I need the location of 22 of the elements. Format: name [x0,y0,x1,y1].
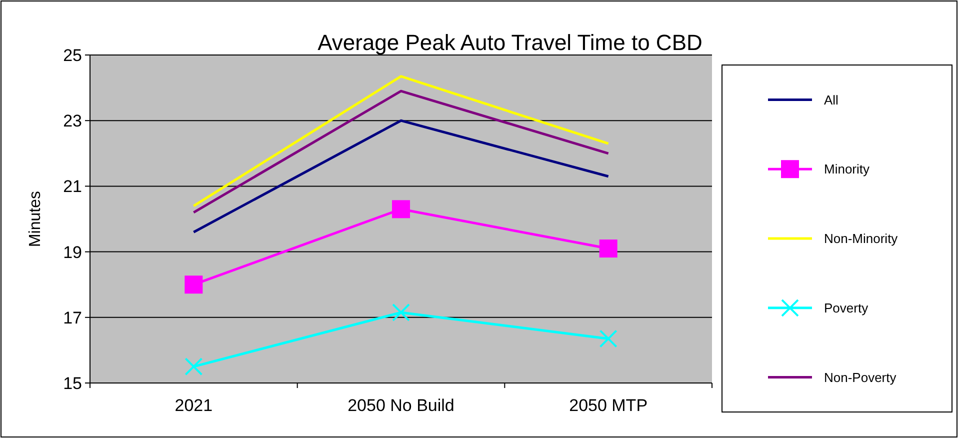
y-tick-label: 23 [63,112,82,131]
legend-label: Non-Minority [824,231,898,246]
y-tick-label: 21 [63,177,82,196]
point [184,358,203,376]
y-axis-title: Minutes [27,190,44,248]
point [599,240,618,258]
legend-label: All [824,92,839,108]
point [184,276,203,294]
x-tick-label: 2021 [174,396,213,415]
y-tick-label: 19 [63,242,82,262]
y-tick-label: 15 [63,374,82,393]
legend-label: Poverty [824,300,869,316]
point [392,303,410,322]
y-tick-label: 25 [63,46,82,65]
x-tick-label: 2050 MTP [569,396,648,415]
chart-title: Average Peak Auto Travel Time to CBD [318,30,702,55]
point [392,200,410,218]
x-tick-label: 2050 No Build [348,396,454,415]
point [599,330,618,348]
y-tick-label: 17 [63,308,82,328]
legend-label: Minority [824,162,870,177]
legend-label: Non-Poverty [824,370,897,385]
